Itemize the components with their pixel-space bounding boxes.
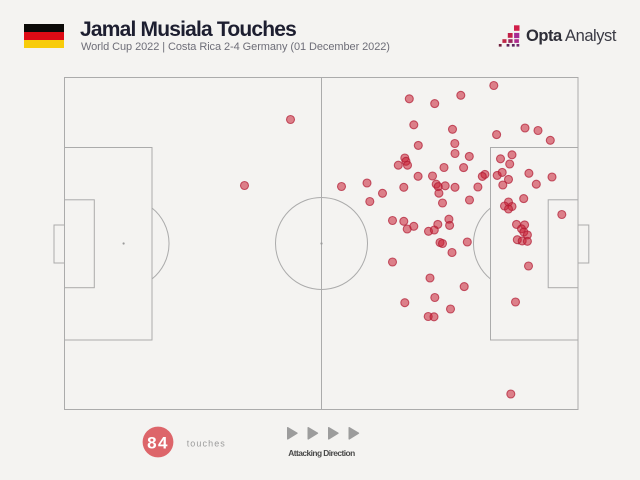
svg-text:touches: touches (187, 438, 226, 448)
svg-text:84: 84 (147, 434, 169, 453)
svg-text:Attacking Direction: Attacking Direction (288, 448, 355, 458)
